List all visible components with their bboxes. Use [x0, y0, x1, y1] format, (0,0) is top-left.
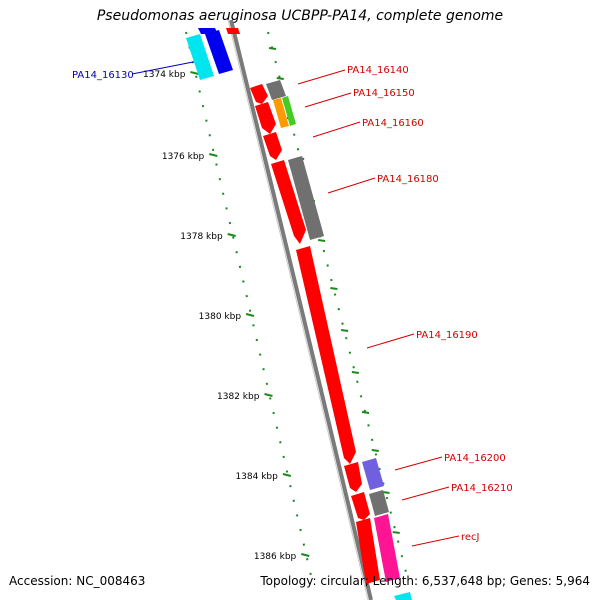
- leader-line-recj: [411, 535, 460, 547]
- gene-top-partial-red[interactable]: [226, 28, 240, 34]
- scale-tick: [282, 473, 292, 477]
- gene-pa14-16130-cyan[interactable]: [186, 34, 214, 80]
- outer-scale-tick: [371, 449, 379, 452]
- gene-pa14-16210[interactable]: [351, 492, 370, 520]
- gene-label-pa14-16160[interactable]: PA14_16160: [362, 118, 424, 129]
- scale-label: 1380 kbp: [199, 312, 242, 322]
- gene-recj[interactable]: [356, 518, 380, 584]
- leader-line-pa14-16150: [304, 92, 352, 108]
- gene-pa14-16180-grey[interactable]: [288, 156, 324, 240]
- gene-label-pa14-16180[interactable]: PA14_16180: [377, 174, 439, 185]
- leader-line-pa14-16210: [401, 486, 450, 501]
- scale-label: 1382 kbp: [217, 392, 260, 402]
- gene-pa14-16140-grey[interactable]: [266, 80, 286, 100]
- gene-pa14-16210-grey[interactable]: [369, 490, 389, 516]
- gene-label-pa14-16200[interactable]: PA14_16200: [444, 453, 506, 464]
- leader-line-pa14-16190: [366, 333, 415, 349]
- map-title: Pseudomonas aeruginosa UCBPP-PA14, compl…: [96, 8, 504, 24]
- gene-label-pa14-16150[interactable]: PA14_16150: [353, 88, 415, 99]
- scale-tick: [245, 313, 255, 317]
- outer-scale-tick: [317, 239, 326, 242]
- gene-pa14-16200-purple[interactable]: [362, 458, 384, 490]
- leader-line-pa14-16130: [131, 61, 194, 75]
- gene-pa14-16200[interactable]: [344, 462, 362, 492]
- outer-scale-tick: [276, 77, 284, 80]
- gene-pa14-16190[interactable]: [296, 246, 356, 464]
- gene-pa14-16150[interactable]: [255, 102, 276, 134]
- outer-scale-tick: [268, 47, 277, 50]
- outer-scale-tick: [392, 531, 400, 534]
- scale-tick: [209, 153, 218, 157]
- gene-pa14-16140[interactable]: [250, 84, 268, 104]
- scale-tick: [190, 71, 199, 75]
- outer-scale-tick: [330, 287, 338, 290]
- genome-summary-text: Topology: circular; Length: 6,537,648 bp…: [260, 574, 590, 588]
- gene-pa14-16150-orange[interactable]: [273, 98, 289, 128]
- gene-recj-pink[interactable]: [374, 514, 400, 582]
- gene-label-pa14-16130[interactable]: PA14_16130: [72, 70, 134, 81]
- leader-line-pa14-16200: [394, 456, 443, 471]
- gene-label-recj[interactable]: recJ: [461, 532, 480, 543]
- scale-label: 1374 kbp: [143, 70, 186, 80]
- outer-scale-tick: [382, 491, 390, 494]
- scale-tick: [301, 553, 310, 557]
- scale-label: 1386 kbp: [254, 552, 297, 562]
- gene-label-pa14-16210[interactable]: PA14_16210: [451, 483, 513, 494]
- leader-line-pa14-16180: [327, 177, 376, 194]
- gene-pa14-16150-green[interactable]: [282, 96, 296, 126]
- leader-line-pa14-16160: [312, 121, 361, 138]
- gene-label-pa14-16140[interactable]: PA14_16140: [347, 65, 409, 76]
- genome-backbone-highlight: [227, 19, 369, 600]
- gene-pa14-16130[interactable]: [205, 30, 233, 74]
- outer-scale-tick: [340, 329, 349, 332]
- gene-bottom-partial-cyan[interactable]: [394, 592, 412, 600]
- scale-tick: [227, 233, 236, 237]
- gene-pa14-16160[interactable]: [263, 132, 282, 160]
- scale-tick: [264, 393, 273, 397]
- gene-pa14-16180[interactable]: [271, 160, 306, 244]
- genome-backbone: [229, 19, 373, 600]
- scale-label: 1376 kbp: [162, 152, 205, 162]
- accession-text: Accession: NC_008463: [9, 574, 146, 588]
- outer-scale-tick: [351, 371, 360, 374]
- scale-label: 1384 kbp: [235, 472, 278, 482]
- outer-scale-tick: [361, 411, 370, 414]
- scale-label: 1378 kbp: [180, 232, 223, 242]
- gene-label-pa14-16190[interactable]: PA14_16190: [416, 330, 478, 341]
- leader-line-pa14-16140: [297, 69, 346, 85]
